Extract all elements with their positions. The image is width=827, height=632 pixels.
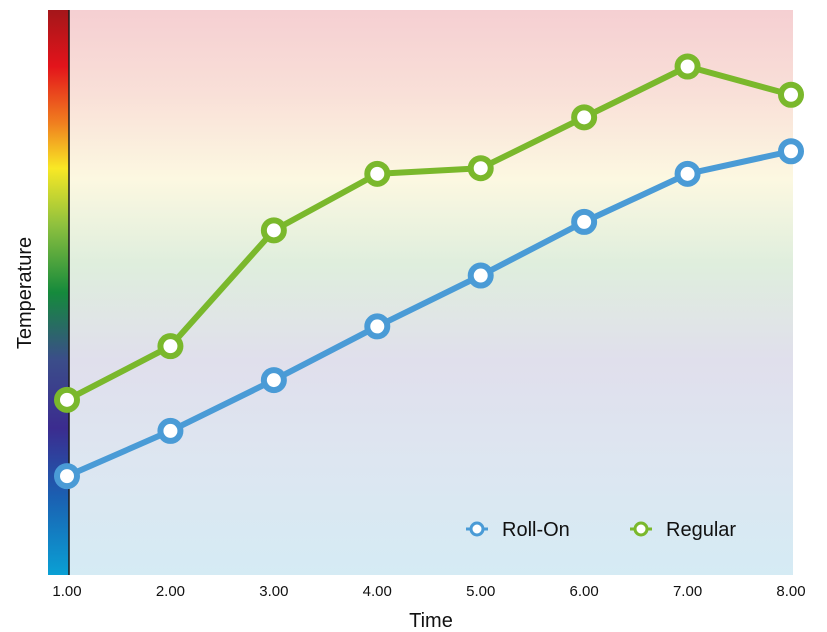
legend-item-roll-on: Roll-On	[466, 519, 570, 541]
series-regular	[54, 53, 804, 413]
x-tick-label: 2.00	[156, 583, 185, 600]
legend: Roll-On Regular	[466, 519, 736, 541]
data-point-roll-on	[674, 160, 701, 187]
plot-background	[48, 10, 793, 575]
data-point-roll-on	[260, 367, 287, 394]
data-point-regular	[467, 155, 494, 182]
data-point-roll-on	[571, 208, 598, 235]
data-point-roll-on	[157, 417, 184, 444]
data-point-regular	[674, 53, 701, 80]
data-point-roll-on	[54, 463, 80, 490]
data-point-regular	[260, 217, 287, 244]
data-point-regular	[364, 160, 391, 187]
data-point-roll-on	[364, 313, 391, 340]
x-tick-label: 6.00	[570, 583, 599, 600]
x-tick-label: 3.00	[259, 583, 288, 600]
x-tick-label: 7.00	[673, 583, 702, 600]
x-axis-title: Time	[409, 610, 453, 632]
data-point-regular	[54, 386, 80, 413]
data-point-regular	[571, 104, 598, 131]
temperature-color-bar	[48, 10, 69, 575]
x-tick-labels: 1.00 2.00 3.00 4.00 5.00 6.00 7.00 8.00	[52, 583, 805, 600]
x-tick-label: 5.00	[466, 583, 495, 600]
x-tick-label: 8.00	[776, 583, 805, 600]
y-axis-title: Temperature	[14, 237, 36, 349]
series-line-roll-on	[64, 148, 794, 480]
legend-item-regular: Regular	[630, 519, 736, 541]
data-point-regular	[157, 333, 184, 360]
series-layer	[54, 53, 804, 490]
legend-roll-on-marker	[469, 521, 485, 537]
legend-roll-on-label: Roll-On	[502, 519, 570, 541]
data-point-roll-on	[778, 138, 804, 165]
legend-regular-label: Regular	[666, 519, 736, 541]
series-line-regular	[64, 63, 794, 403]
x-tick-label: 4.00	[363, 583, 392, 600]
series-roll-on	[54, 138, 804, 490]
data-point-regular	[778, 81, 804, 108]
data-point-roll-on	[467, 262, 494, 289]
x-tick-label: 1.00	[52, 583, 81, 600]
legend-regular-marker	[633, 521, 649, 537]
